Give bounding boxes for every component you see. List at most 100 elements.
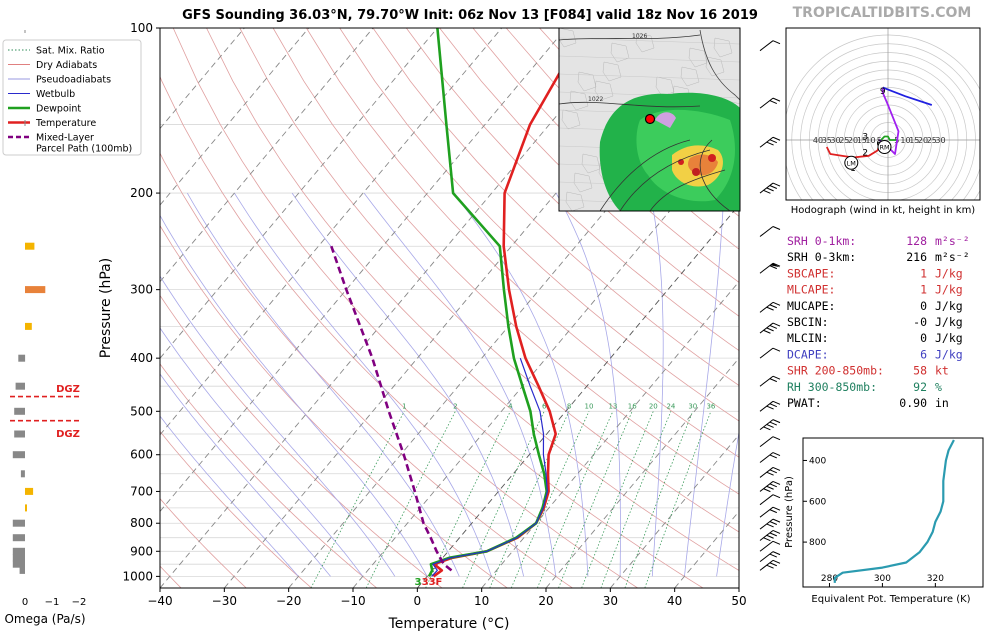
wind-barb-flag [769,403,777,408]
index-label: MLCIN: [787,331,829,345]
wind-barb [759,400,781,412]
dry-adiabat-line [160,294,443,588]
pseudoadiabat-line [160,327,364,577]
map-county-outline [635,32,655,53]
legend-label-5: Temperature [35,118,96,129]
legend-label-3: Wetbulb [36,89,75,100]
y-tick-label: 600 [130,448,153,462]
wind-barb [759,506,781,518]
index-value: 6 [920,347,927,361]
storm-motion-marker [844,155,859,170]
map-isobar [559,34,701,41]
map-border-line [559,73,740,81]
hodograph-ring-label: 20 [918,136,928,145]
dry-adiabat-line [160,430,312,588]
wind-barb-staff [759,436,774,448]
mixing-ratio-line [558,411,633,588]
legend-label-6: Mixed-Layer Parcel Path (100mb) [36,133,132,155]
omega-bar [14,407,25,415]
hodograph-ring-label: 40 [813,136,823,145]
pseudoadiabat-line [453,192,589,577]
hodograph-0-1km [825,145,881,159]
y-tick-label: 900 [130,544,153,558]
omega-tick-1: −1 [45,597,60,608]
index-unit: J/kg [935,266,963,280]
map-county-outline [561,109,581,130]
theta-e-y-label: 600 [809,497,826,507]
wind-barb-flag [772,40,781,45]
hodograph-6-9km [882,86,933,106]
mixing-ratio-label: 1 [402,402,406,410]
wind-barb-flag [769,509,777,514]
wind-barb-flag [766,141,774,146]
wind-barb [759,419,781,431]
wind-barb-flag [772,452,781,456]
dry-adiabat-line [160,224,508,588]
dry-adiabat-line [439,28,739,317]
wind-barb-flag [766,187,774,192]
wind-barb-flag [772,262,781,267]
wind-barb-staff [759,182,774,194]
y-tick-label: 100 [130,21,153,35]
indices-table: SRH 0-1km: 128 m²s⁻² SRH 0-3km: 216 m²s⁻² SBCA… [787,234,970,410]
wind-barb-staff [759,400,774,412]
dry-adiabat-line [160,152,573,588]
hodograph-ring-label: 20 [848,136,858,145]
index-label: MUCAPE: [787,299,835,313]
wind-barb-flag [772,530,781,534]
omega-bar [14,430,25,438]
isotherm-line [160,28,503,436]
index-label: SHR 200-850mb: [787,364,884,378]
wind-barb-flag [769,469,777,474]
index-value: 0.90 [899,396,927,410]
map-isobar-label-1026: 1026 [632,33,647,40]
index-value: 1 [920,283,927,297]
index-unit: J/kg [935,283,963,297]
index-unit: m²s⁻² [935,234,970,248]
wind-barb-flag [766,534,774,539]
hodograph-ring-label: 35 [822,136,832,145]
map-county-outline [688,47,708,68]
x-tick-label: −10 [340,594,365,608]
hodograph-ring-label: 15 [857,136,867,145]
x-tick-label: 50 [731,594,746,608]
x-tick-label: −30 [212,594,237,608]
y-tick-label: 700 [130,484,153,498]
index-label: SRH 0-1km: [787,234,856,248]
wind-barb-flag [769,100,777,104]
omega-bar [25,322,32,330]
legend: Sat. Mix. Ratio Dry Adiabats Pseudoadiabat… [2,39,142,156]
wind-barb-flag [769,553,777,558]
hodograph-ring-label: 30 [935,136,945,145]
legend-label-4: Dewpoint [36,104,81,115]
hodograph-ring-label: 15 [909,136,919,145]
omega-panel: 0 −1 −2 Omega (Pa/s) DGZ DGZ [4,30,86,626]
theta-e-x-label: 300 [874,574,891,584]
mixing-ratio-line [510,411,590,588]
omega-bar [20,470,25,478]
index-label: PWAT: [787,396,822,410]
theta-e-x-label: 320 [927,574,944,584]
index-unit: kt [935,364,949,378]
mixing-ratio-line [425,411,511,588]
wind-barb [759,540,781,552]
map-county-outline [573,172,593,193]
mixing-ratio-label: 8 [567,402,571,410]
mixing-ratio-label: 36 [706,402,715,410]
pseudoadiabat-line [716,430,739,577]
wind-barb-flag [769,421,777,426]
hodograph-caption: Hodograph (wind in kt, height in km) [791,205,976,216]
index-unit: J/kg [935,331,963,345]
figure-title: GFS Sounding 36.03°N, 79.70°W Init: 06z … [182,8,758,23]
wind-barb [759,551,781,563]
wind-barb-staff [759,375,774,387]
pseudoadiabat-line [186,192,460,577]
map-county-outline [610,42,630,63]
index-label: MLCAPE: [787,283,835,297]
mixing-ratio-label: 6 [542,402,547,410]
wind-barb [759,530,781,542]
dry-adiabat-line [239,28,739,533]
wind-barb [759,97,781,109]
wind-barb-flag [772,494,781,499]
wind-barb-staff [759,301,774,313]
